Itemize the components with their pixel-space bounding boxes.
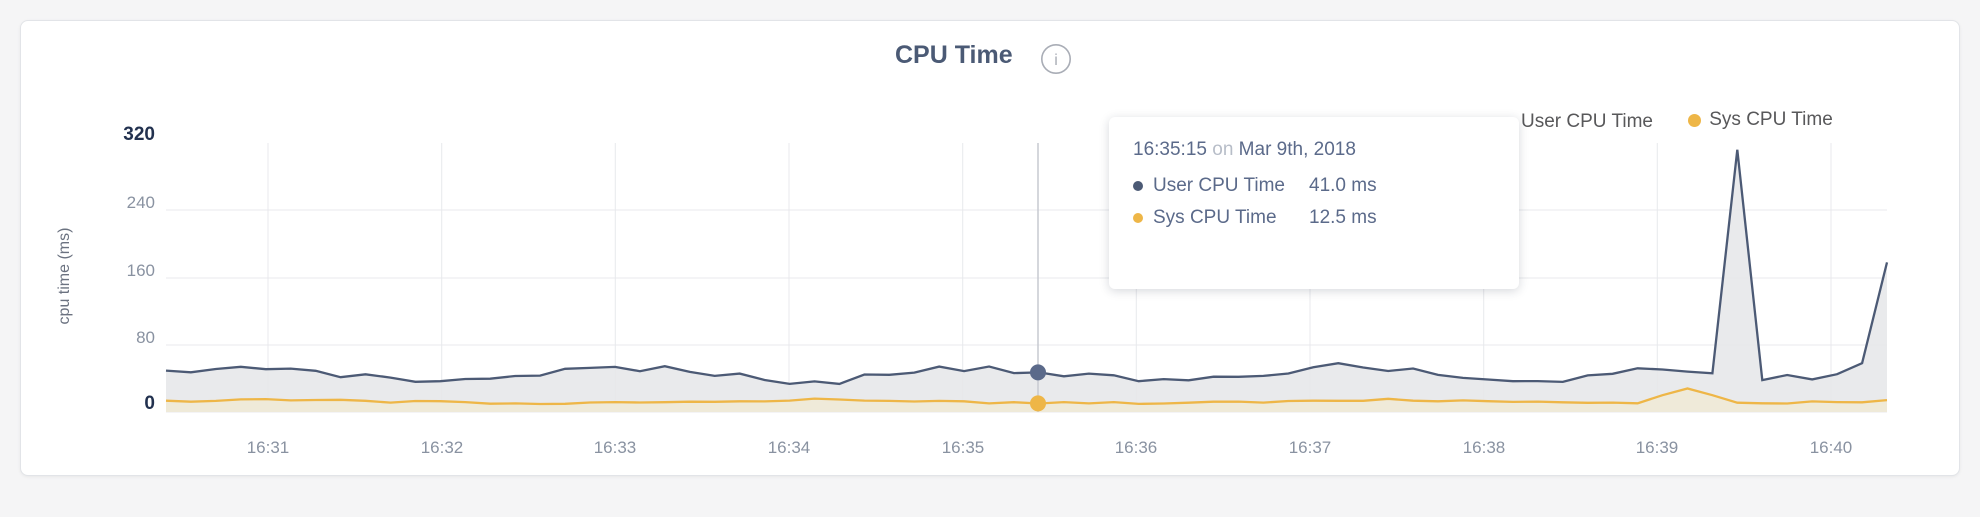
svg-text:i: i <box>1054 52 1058 69</box>
